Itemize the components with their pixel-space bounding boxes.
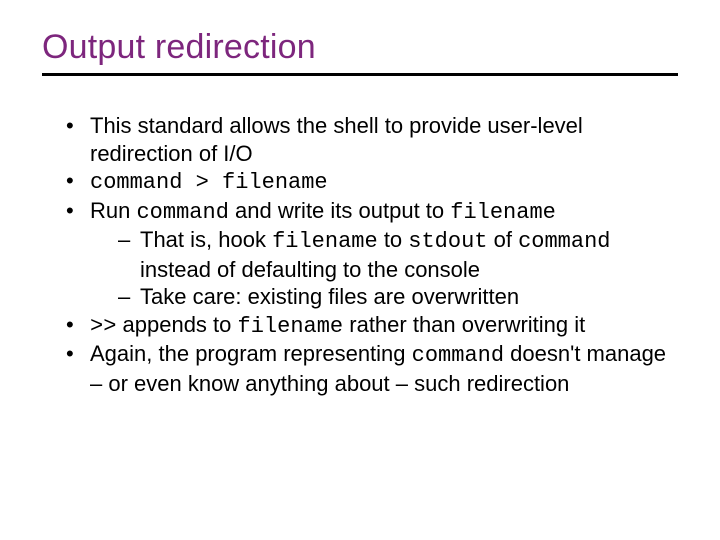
sub-bullet-list: That is, hook filename to stdout of comm… [90, 226, 678, 311]
sub-bullet-item: That is, hook filename to stdout of comm… [118, 226, 678, 283]
bullet-text: instead of defaulting to the console [140, 257, 480, 282]
bullet-text: Run [90, 198, 136, 223]
bullet-item: Again, the program representing command … [66, 340, 678, 397]
bullet-list: This standard allows the shell to provid… [42, 112, 678, 397]
bullet-text: to [378, 227, 409, 252]
code-text: filename [272, 229, 378, 254]
title-underline [42, 73, 678, 76]
bullet-item: Run command and write its output to file… [66, 197, 678, 311]
bullet-text: This standard allows the shell to provid… [90, 113, 583, 166]
bullet-text: appends to [116, 312, 237, 337]
bullet-item: command > filename [66, 167, 678, 197]
bullet-text: Again, the program representing [90, 341, 412, 366]
code-text: stdout [408, 229, 487, 254]
code-text: command > filename [90, 170, 328, 195]
code-text: command [412, 343, 504, 368]
code-text: >> [90, 314, 116, 339]
bullet-text: Take care: existing files are overwritte… [140, 284, 519, 309]
sub-bullet-item: Take care: existing files are overwritte… [118, 283, 678, 311]
bullet-text: rather than overwriting it [343, 312, 585, 337]
code-text: command [518, 229, 610, 254]
bullet-item: >> appends to filename rather than overw… [66, 311, 678, 341]
slide: Output redirection This standard allows … [0, 0, 720, 540]
bullet-item: This standard allows the shell to provid… [66, 112, 678, 167]
code-text: filename [450, 200, 556, 225]
bullet-text: and write its output to [229, 198, 450, 223]
code-text: command [136, 200, 228, 225]
bullet-text: of [488, 227, 519, 252]
slide-title: Output redirection [42, 28, 678, 67]
bullet-text: That is, hook [140, 227, 272, 252]
code-text: filename [238, 314, 344, 339]
